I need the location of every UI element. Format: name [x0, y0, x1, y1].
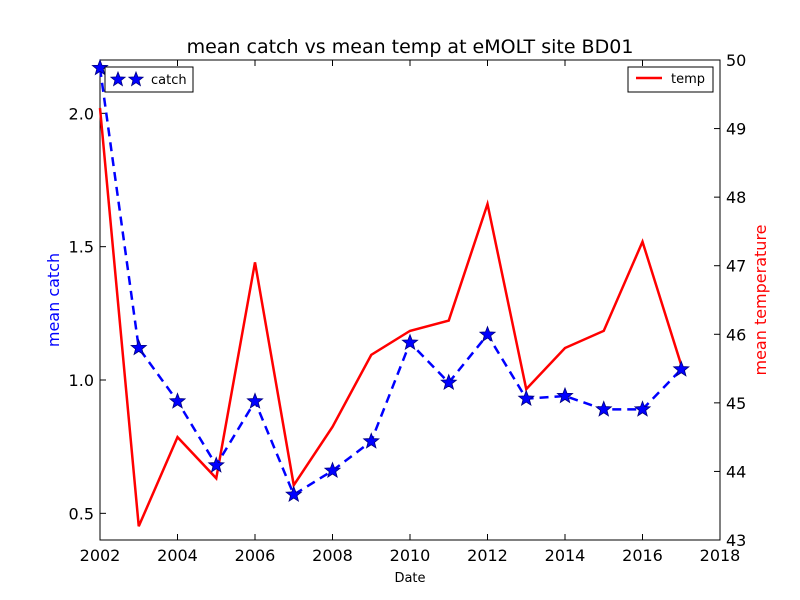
x-tick-label: 2010	[390, 546, 431, 565]
legend-catch-marker	[109, 70, 127, 87]
x-tick-label: 2008	[312, 546, 353, 565]
right-y-tick-label: 48	[726, 188, 746, 207]
catch-point	[672, 360, 690, 377]
x-axis: 2002 2004 2006 2008 2010 2012 2014 2016 2018	[80, 60, 741, 565]
catch-point	[207, 456, 225, 473]
catch-point	[130, 338, 148, 356]
x-tick-label: 2012	[467, 546, 508, 565]
legend-catch-label: catch	[151, 73, 187, 88]
x-tick-label: 2018	[700, 546, 741, 565]
temp-line	[98, 107, 683, 527]
left-y-tick-label: 0.5	[69, 504, 94, 523]
catch-line	[98, 67, 683, 497]
plot-frame	[99, 59, 721, 541]
catch-point	[246, 392, 264, 409]
left-y-tick-label: 1.5	[69, 238, 94, 257]
catch-point	[362, 432, 380, 449]
legend-catch-marker	[127, 70, 145, 87]
right-y-tick-label: 46	[726, 325, 746, 344]
left-y-axis: 0.5 1.0 1.5 2.0	[69, 104, 106, 523]
right-y-tick-label: 47	[726, 257, 746, 276]
legend-temp-box	[627, 66, 714, 93]
plot-area	[99, 59, 721, 541]
right-y-tick-label: 49	[726, 120, 746, 139]
x-tick-label: 2002	[80, 546, 121, 565]
x-tick-label: 2006	[235, 546, 276, 565]
x-axis-label: Date	[394, 571, 425, 586]
catch-point	[168, 392, 187, 409]
catch-point	[478, 325, 497, 343]
catch-point	[633, 400, 652, 417]
left-y-tick-label: 1.0	[69, 371, 94, 390]
chart-title: mean catch vs mean temp at eMOLT site BD…	[187, 36, 634, 58]
left-y-tick-label: 2.0	[69, 104, 94, 123]
x-tick-label: 2004	[157, 546, 198, 565]
catch-point	[401, 333, 419, 351]
catch-point	[91, 58, 109, 76]
right-y-axis: 43 44 45 46 47 48 49 50	[714, 51, 746, 550]
catch-point	[285, 485, 303, 503]
legend-temp: temp	[627, 66, 714, 93]
x-tick-label: 2016	[622, 546, 663, 565]
right-y-tick-label: 44	[726, 462, 746, 481]
right-y-tick-label: 43	[726, 531, 746, 550]
x-tick-label: 2014	[545, 546, 586, 565]
catch-point	[595, 400, 613, 417]
legend-temp-label: temp	[671, 72, 705, 87]
series-layer	[91, 58, 690, 527]
catch-point	[440, 373, 458, 391]
catch-point	[517, 389, 535, 407]
legend-catch: catch	[104, 66, 194, 93]
right-y-tick-label: 50	[726, 51, 746, 70]
left-y-axis-label: mean catch	[44, 253, 63, 347]
catch-point	[323, 461, 342, 479]
right-y-tick-label: 45	[726, 394, 746, 413]
catch-point	[556, 386, 574, 404]
right-y-axis-label: mean temperature	[751, 224, 770, 375]
